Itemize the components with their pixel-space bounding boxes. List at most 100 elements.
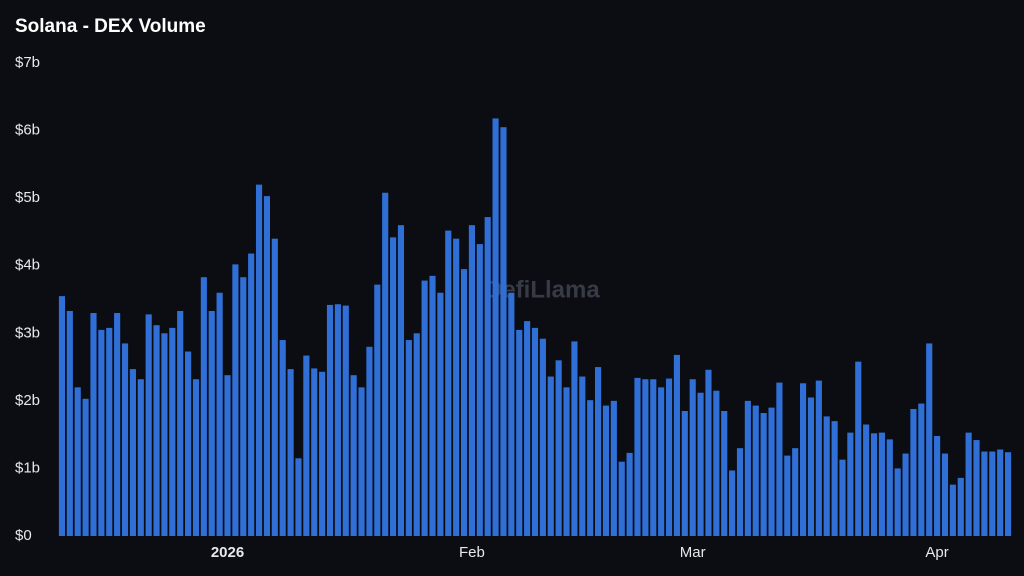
bar	[429, 275, 436, 536]
bar	[145, 314, 152, 536]
bar	[169, 327, 176, 536]
bar	[350, 375, 357, 536]
bar	[516, 329, 523, 536]
bar	[476, 244, 483, 536]
bar	[240, 277, 247, 536]
bar	[776, 382, 783, 536]
bar	[736, 448, 744, 536]
x-tick-label: Feb	[459, 544, 485, 561]
bar	[705, 369, 712, 536]
bar	[382, 192, 389, 537]
bar	[618, 461, 625, 536]
bar	[563, 387, 570, 536]
bar	[114, 313, 121, 536]
bar	[918, 403, 925, 536]
bar	[390, 237, 397, 536]
bar	[689, 379, 696, 536]
bar	[326, 304, 334, 536]
bar	[137, 379, 144, 536]
bar	[886, 439, 893, 536]
bar	[658, 387, 665, 536]
bar	[216, 292, 223, 536]
bar	[665, 378, 673, 536]
bar	[973, 440, 980, 536]
y-tick-label: $2b	[15, 392, 40, 409]
bar	[397, 225, 405, 536]
bar	[713, 390, 720, 536]
bar	[279, 340, 286, 536]
bar	[358, 387, 365, 536]
bar	[729, 470, 736, 536]
bar	[768, 407, 775, 536]
bar	[224, 375, 231, 536]
bar	[263, 196, 271, 536]
bar	[579, 376, 586, 536]
bar	[965, 432, 972, 536]
bar	[878, 432, 885, 536]
y-tick-label: $1b	[15, 459, 40, 476]
bar	[926, 343, 933, 536]
x-tick-label: Apr	[925, 544, 948, 561]
bar	[981, 451, 988, 536]
bar	[673, 354, 680, 536]
bar	[492, 118, 499, 536]
bar	[129, 369, 136, 536]
bar	[319, 371, 326, 536]
bar	[437, 292, 444, 536]
bar	[413, 333, 420, 536]
bar	[910, 408, 917, 536]
bar	[752, 405, 759, 536]
bar	[626, 452, 633, 536]
y-tick-label: $6b	[15, 122, 40, 139]
bar	[177, 310, 184, 536]
bar	[58, 296, 66, 536]
bar	[153, 325, 160, 536]
bar	[468, 225, 476, 536]
bar	[547, 376, 554, 536]
bar	[74, 387, 81, 536]
bar	[484, 217, 491, 536]
bar	[208, 310, 215, 536]
bar	[863, 424, 870, 536]
y-tick-label: $5b	[15, 189, 40, 206]
y-tick-label: $3b	[15, 324, 40, 341]
bar	[847, 432, 854, 536]
bar	[594, 367, 602, 536]
bar	[161, 333, 168, 536]
bar	[539, 338, 546, 536]
bar	[602, 405, 610, 536]
y-tick-label: $7b	[15, 54, 40, 71]
bar	[460, 269, 468, 536]
bar	[1004, 452, 1012, 536]
y-tick-label: $4b	[15, 257, 40, 274]
bar	[445, 230, 452, 536]
bar	[453, 238, 460, 536]
bar	[555, 360, 562, 536]
bar	[815, 380, 822, 536]
bar	[587, 400, 594, 536]
chart-title: Solana - DEX Volume	[15, 16, 206, 37]
bar	[721, 410, 728, 536]
bar	[121, 343, 129, 536]
bar	[894, 468, 901, 536]
y-tick-label: $0	[15, 527, 32, 544]
bar	[855, 361, 862, 536]
bar	[934, 435, 941, 536]
bar	[941, 453, 949, 536]
bar	[524, 321, 531, 536]
bar	[610, 400, 617, 536]
bar	[949, 484, 956, 536]
bar	[839, 459, 846, 536]
bar	[90, 313, 97, 536]
bar	[997, 449, 1004, 536]
bar	[311, 368, 318, 536]
bar	[366, 346, 373, 536]
bar	[531, 327, 539, 536]
bar	[807, 397, 815, 536]
bar	[744, 400, 751, 536]
x-tick-label: 2026	[211, 544, 244, 561]
bar	[232, 264, 239, 536]
bar	[989, 451, 996, 536]
